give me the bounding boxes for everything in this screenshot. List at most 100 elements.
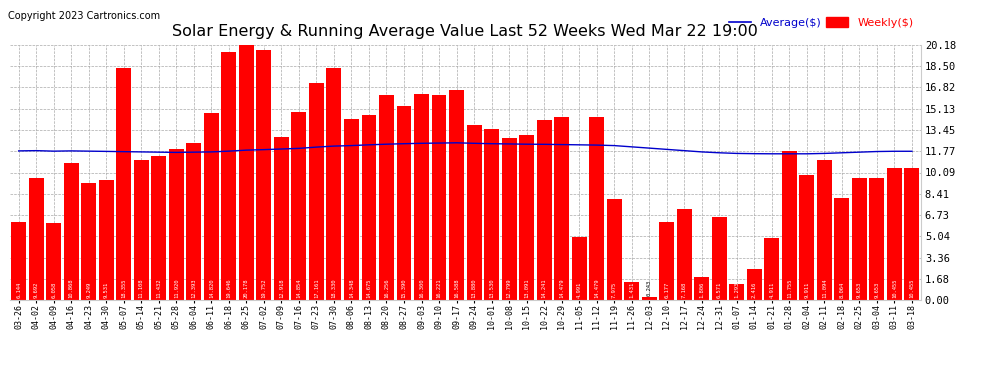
Bar (239, 45, 253, 300)
Text: 19.646: 19.646 (227, 279, 232, 298)
Text: 14.675: 14.675 (366, 279, 371, 298)
Bar (764, 238, 779, 300)
Text: 6.058: 6.058 (51, 282, 56, 298)
Bar (905, 168, 920, 300)
Text: 12.799: 12.799 (507, 279, 512, 298)
Bar (432, 95, 446, 300)
Bar (327, 68, 342, 300)
Text: 11.920: 11.920 (174, 279, 179, 298)
Text: 18.330: 18.330 (332, 279, 337, 298)
Text: 15.390: 15.390 (402, 279, 407, 298)
Text: 9.653: 9.653 (857, 282, 862, 298)
Text: 11.094: 11.094 (822, 279, 827, 298)
Text: 8.064: 8.064 (840, 282, 844, 298)
Text: 1.806: 1.806 (699, 282, 704, 298)
Bar (169, 149, 184, 300)
Text: 14.479: 14.479 (594, 279, 599, 298)
Bar (361, 115, 376, 300)
Text: 6.571: 6.571 (717, 282, 722, 298)
Text: 13.880: 13.880 (471, 279, 476, 298)
Bar (817, 160, 832, 300)
Bar (116, 68, 132, 300)
Text: 9.692: 9.692 (34, 282, 39, 298)
Bar (782, 152, 797, 300)
Bar (186, 143, 201, 300)
Text: 13.091: 13.091 (524, 279, 529, 298)
Text: 9.531: 9.531 (104, 282, 109, 298)
Legend: Average($), Weekly($): Average($), Weekly($) (729, 17, 914, 28)
Text: 18.355: 18.355 (121, 279, 127, 298)
Title: Solar Energy & Running Average Value Last 52 Weeks Wed Mar 22 19:00: Solar Energy & Running Average Value Las… (172, 24, 758, 39)
Bar (571, 237, 587, 300)
Text: 1.293: 1.293 (735, 282, 740, 298)
Bar (852, 178, 867, 300)
Bar (397, 105, 412, 300)
Bar (799, 175, 815, 300)
Text: 14.241: 14.241 (542, 279, 546, 298)
Bar (47, 224, 61, 300)
Text: 17.161: 17.161 (314, 279, 319, 298)
Bar (554, 117, 569, 300)
Text: 2.416: 2.416 (751, 282, 756, 298)
Bar (29, 177, 44, 300)
Text: 9.653: 9.653 (874, 282, 879, 298)
Text: 13.530: 13.530 (489, 279, 494, 298)
Bar (694, 277, 709, 300)
Bar (607, 199, 622, 300)
Text: 16.588: 16.588 (454, 279, 459, 298)
Text: 0.243: 0.243 (646, 279, 651, 296)
Text: 16.300: 16.300 (419, 279, 424, 298)
Bar (589, 117, 604, 300)
Bar (151, 156, 166, 300)
Text: 9.249: 9.249 (86, 282, 91, 298)
Bar (63, 163, 78, 300)
Bar (659, 222, 674, 300)
Text: 20.178: 20.178 (244, 279, 248, 298)
Bar (222, 52, 237, 300)
Text: 10.455: 10.455 (910, 279, 915, 298)
Text: 19.752: 19.752 (261, 279, 266, 298)
Bar (746, 270, 761, 300)
Bar (291, 112, 306, 300)
Bar (730, 284, 744, 300)
Text: 12.918: 12.918 (279, 279, 284, 298)
Text: 11.432: 11.432 (156, 279, 161, 298)
Bar (677, 209, 692, 300)
Text: 11.755: 11.755 (787, 279, 792, 298)
Bar (11, 222, 26, 300)
Bar (99, 180, 114, 300)
Bar (274, 137, 289, 300)
Text: 1.431: 1.431 (630, 282, 635, 298)
Bar (887, 168, 902, 300)
Text: 10.868: 10.868 (68, 279, 73, 298)
Bar (344, 119, 359, 300)
Text: 7.975: 7.975 (612, 282, 617, 298)
Text: 16.256: 16.256 (384, 279, 389, 298)
Text: 14.479: 14.479 (559, 279, 564, 298)
Bar (449, 90, 464, 300)
Text: 6.177: 6.177 (664, 282, 669, 298)
Text: 14.854: 14.854 (296, 279, 301, 298)
Bar (379, 94, 394, 300)
Text: 4.991: 4.991 (576, 282, 582, 298)
Bar (642, 297, 656, 300)
Text: 9.911: 9.911 (804, 282, 810, 298)
Bar (81, 183, 96, 300)
Text: 4.911: 4.911 (769, 282, 774, 298)
Bar (256, 50, 271, 300)
Bar (466, 124, 481, 300)
Text: Copyright 2023 Cartronics.com: Copyright 2023 Cartronics.com (8, 11, 160, 21)
Bar (519, 135, 534, 300)
Text: 12.393: 12.393 (191, 279, 196, 298)
Bar (204, 113, 219, 300)
Bar (835, 198, 849, 300)
Bar (537, 120, 551, 300)
Bar (625, 282, 640, 300)
Bar (484, 129, 499, 300)
Bar (414, 94, 429, 300)
Text: 11.108: 11.108 (139, 279, 144, 298)
Bar (134, 160, 148, 300)
Text: 16.221: 16.221 (437, 279, 442, 298)
Text: 6.144: 6.144 (16, 282, 21, 298)
Text: 10.455: 10.455 (892, 279, 897, 298)
